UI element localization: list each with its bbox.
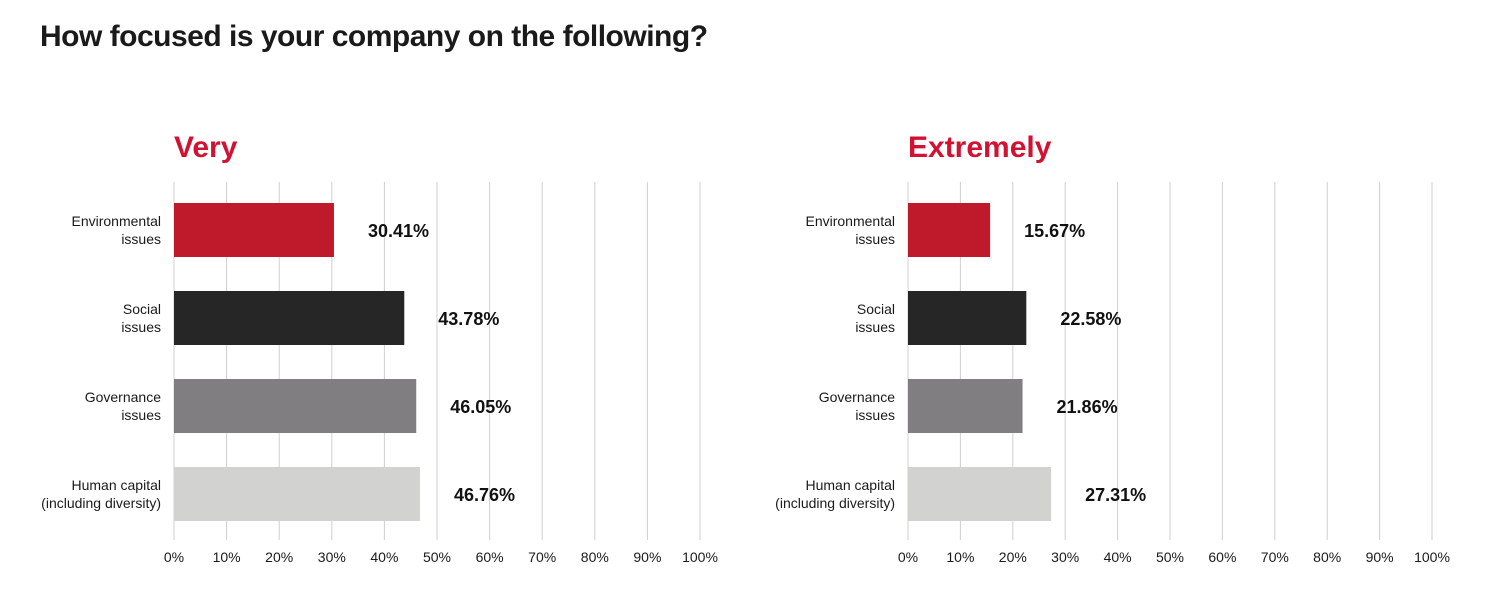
very-bar xyxy=(174,291,405,345)
extremely-value-label: 21.86% xyxy=(1057,397,1118,417)
extremely-category-label: Social issues xyxy=(855,301,895,335)
extremely-bar xyxy=(908,203,991,257)
extremely-x-tick-label: 80% xyxy=(1313,549,1341,565)
very-x-tick-label: 10% xyxy=(213,549,241,565)
very-x-tick-label: 70% xyxy=(528,549,556,565)
extremely-chart-title: Extremely xyxy=(908,131,1052,164)
extremely-x-tick-label: 60% xyxy=(1208,549,1236,565)
very-category-label: Social issues xyxy=(121,301,161,335)
very-bar xyxy=(174,379,417,433)
very-value-label: 46.05% xyxy=(450,397,511,417)
extremely-x-tick-label: 10% xyxy=(946,549,974,565)
extremely-value-label: 27.31% xyxy=(1085,485,1146,505)
very-category-label: Governance issues xyxy=(85,389,161,423)
very-x-tick-label: 100% xyxy=(682,549,718,565)
extremely-category-label: Environmental issues xyxy=(806,213,896,247)
very-bar xyxy=(174,467,420,521)
page-title: How focused is your company on the follo… xyxy=(40,20,708,53)
very-x-tick-label: 80% xyxy=(581,549,609,565)
very-value-label: 46.76% xyxy=(454,485,515,505)
extremely-x-tick-label: 0% xyxy=(898,549,918,565)
extremely-x-tick-label: 90% xyxy=(1366,549,1394,565)
very-category-label: Environmental issues xyxy=(72,213,162,247)
extremely-bar xyxy=(908,291,1027,345)
very-value-label: 43.78% xyxy=(438,309,499,329)
very-x-tick-label: 50% xyxy=(423,549,451,565)
extremely-x-tick-label: 70% xyxy=(1261,549,1289,565)
very-x-tick-label: 40% xyxy=(370,549,398,565)
extremely-x-tick-label: 100% xyxy=(1414,549,1450,565)
very-value-label: 30.41% xyxy=(368,221,429,241)
very-chart-title: Very xyxy=(174,131,238,164)
very-x-tick-label: 0% xyxy=(164,549,184,565)
extremely-category-label: Governance issues xyxy=(819,389,895,423)
extremely-value-label: 22.58% xyxy=(1060,309,1121,329)
extremely-x-tick-label: 40% xyxy=(1104,549,1132,565)
very-x-tick-label: 30% xyxy=(318,549,346,565)
very-x-tick-label: 60% xyxy=(476,549,504,565)
extremely-x-tick-label: 20% xyxy=(999,549,1027,565)
very-category-label: Human capital (including diversity) xyxy=(41,477,161,511)
extremely-bar xyxy=(908,467,1052,521)
very-x-tick-label: 90% xyxy=(633,549,661,565)
very-x-tick-label: 20% xyxy=(265,549,293,565)
very-bar xyxy=(174,203,334,257)
extremely-category-label: Human capital (including diversity) xyxy=(775,477,895,511)
extremely-x-tick-label: 30% xyxy=(1051,549,1079,565)
extremely-bar xyxy=(908,379,1023,433)
extremely-value-label: 15.67% xyxy=(1024,221,1085,241)
extremely-x-tick-label: 50% xyxy=(1156,549,1184,565)
